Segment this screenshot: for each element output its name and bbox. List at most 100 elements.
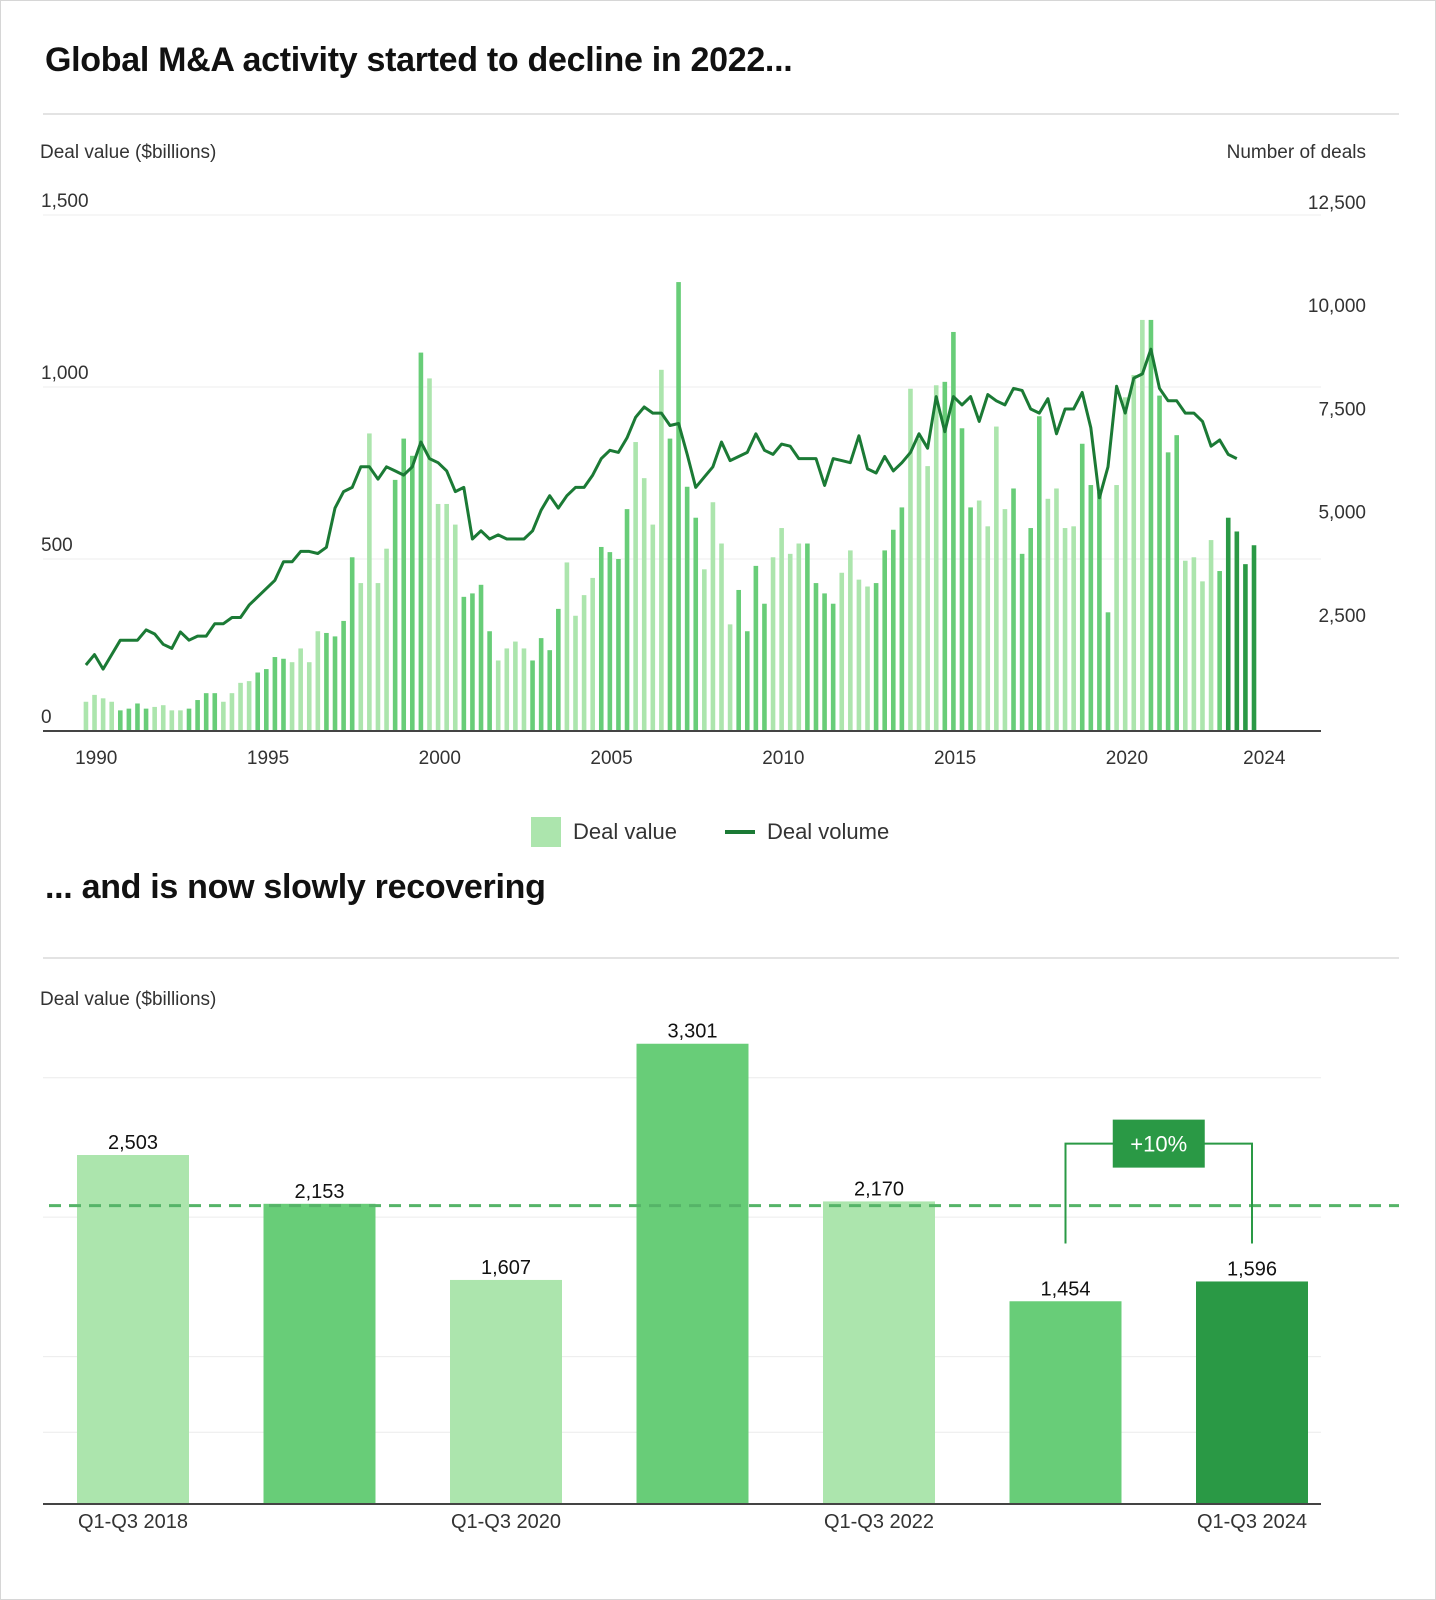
- deal-value-bar: [607, 552, 613, 731]
- deal-value-bar: [598, 546, 604, 731]
- deal-value-bar: [1105, 612, 1111, 731]
- x-axis-tick-label: 2000: [419, 748, 461, 769]
- right-axis-tick-label: 5,000: [1318, 503, 1366, 524]
- deal-value-bar: [1182, 560, 1188, 731]
- deal-value-bar: [1234, 531, 1240, 731]
- deal-value-bar: [899, 507, 905, 731]
- deal-value-bar: [100, 698, 106, 731]
- deal-value-bar: [341, 620, 346, 731]
- deal-value-bar: [624, 509, 630, 731]
- deal-value-bar: [994, 426, 999, 731]
- deal-value-bar: [890, 529, 896, 731]
- top-chart-title: Global M&A activity started to decline i…: [45, 41, 793, 79]
- deal-value-bar: [667, 438, 673, 731]
- deal-value-bar: [736, 589, 741, 731]
- deal-value-bar: [710, 502, 716, 731]
- deal-value-bar: [272, 657, 278, 731]
- deal-value-bar: [126, 708, 132, 731]
- deal-value-bar: [461, 596, 467, 731]
- deal-value-bar: [839, 572, 845, 731]
- deal-value-bar: [1097, 491, 1102, 731]
- deal-value-bar: [1217, 571, 1222, 731]
- deal-value-bar: [873, 583, 879, 731]
- deal-value-bar: [693, 517, 699, 731]
- deal-value-bar: [753, 565, 759, 731]
- deal-value-bar: [1208, 540, 1214, 731]
- left-axis-tick-label: 500: [41, 535, 73, 556]
- deal-value-bar: [83, 701, 89, 731]
- deal-value-bar: [169, 710, 175, 731]
- deal-value-bar: [823, 1201, 935, 1504]
- deal-value-bar: [1148, 319, 1154, 731]
- deal-value-bar: [702, 569, 707, 731]
- deal-value-bar: [221, 701, 226, 731]
- deal-value-bar: [1036, 416, 1042, 731]
- right-axis-tick-label: 2,500: [1318, 606, 1366, 627]
- deal-value-bar: [143, 708, 149, 731]
- deal-value-bar: [779, 528, 784, 731]
- deal-value-bar: [255, 672, 261, 731]
- deal-value-bar: [1196, 1281, 1308, 1504]
- deal-value-bar: [636, 1043, 749, 1504]
- right-axis-tick-label: 12,500: [1308, 193, 1366, 214]
- deal-value-bar: [538, 638, 544, 731]
- deal-value-bar: [976, 500, 982, 731]
- deal-value-bar: [573, 615, 578, 731]
- deal-value-bar: [659, 369, 664, 731]
- deal-value-bar: [684, 486, 690, 731]
- deal-value-bar: [281, 658, 286, 731]
- legend-swatch-deal-volume: [724, 830, 755, 834]
- deal-value-bar: [1165, 452, 1171, 731]
- deal-value-bar: [289, 662, 295, 731]
- deal-value-bar: [650, 524, 656, 731]
- x-axis-tick-label: 1995: [247, 748, 289, 769]
- top-combo-chart: 0 500 1,000 1,500 2,500 5,000 7,500 10,000 12,50…: [41, 191, 1366, 769]
- deal-value-bar: [1122, 397, 1128, 731]
- bottom-axis-title: Deal value ($billions): [40, 989, 217, 1010]
- deal-value-bar: [1114, 485, 1119, 731]
- deal-value-bar: [135, 703, 140, 731]
- deal-value-bar: [77, 1155, 189, 1504]
- deal-value-bar: [1243, 564, 1248, 731]
- legend-label-deal-value: Deal value: [573, 819, 677, 844]
- deal-value-bar: [450, 1279, 562, 1504]
- deal-value-bar: [229, 693, 235, 731]
- deal-value-bar: [375, 583, 381, 731]
- x-axis-tick-label: 2005: [590, 748, 632, 769]
- deal-value-bar: [1002, 509, 1008, 731]
- deal-value-bar: [195, 700, 200, 731]
- left-axis-tick-label: 0: [41, 707, 52, 728]
- deal-value-bar: [1062, 528, 1068, 731]
- deal-value-bar: [203, 693, 209, 731]
- deal-value-bar: [985, 526, 991, 731]
- deal-value-bar: [1079, 443, 1085, 731]
- deal-value-bar: [547, 650, 553, 731]
- deal-value-bar: [410, 455, 415, 731]
- deal-value-bar: [504, 648, 510, 731]
- deal-value-bar: [719, 543, 724, 731]
- deal-value-bar: [959, 428, 965, 731]
- change-badge-label: +10%: [1130, 1132, 1187, 1157]
- deal-value-bar: [109, 701, 115, 731]
- deal-value-bar: [1019, 553, 1025, 731]
- deal-value-bar: [246, 681, 252, 731]
- bar-value-label: 2,503: [108, 1132, 158, 1154]
- x-axis-tick-label: 2015: [934, 748, 976, 769]
- bar-value-label: 3,301: [667, 1021, 717, 1043]
- deal-value-bar: [358, 583, 364, 731]
- top-right-axis-title: Number of deals: [1226, 142, 1366, 163]
- top-chart-legend: Deal value Deal volume: [531, 817, 889, 847]
- bar-value-label: 2,170: [854, 1178, 904, 1200]
- right-axis-tick-label: 10,000: [1308, 296, 1366, 317]
- left-axis-tick-label: 1,500: [41, 191, 89, 212]
- legend-swatch-deal-value: [531, 817, 561, 847]
- deal-value-bar: [1011, 488, 1016, 731]
- deal-value-bar: [581, 595, 587, 731]
- deal-value-bar: [556, 608, 561, 731]
- deal-value-bar: [238, 682, 243, 731]
- deal-value-bar: [641, 478, 647, 731]
- deal-value-bar: [384, 548, 389, 731]
- legend-label-deal-volume: Deal volume: [766, 819, 890, 844]
- deal-value-bar: [616, 559, 621, 731]
